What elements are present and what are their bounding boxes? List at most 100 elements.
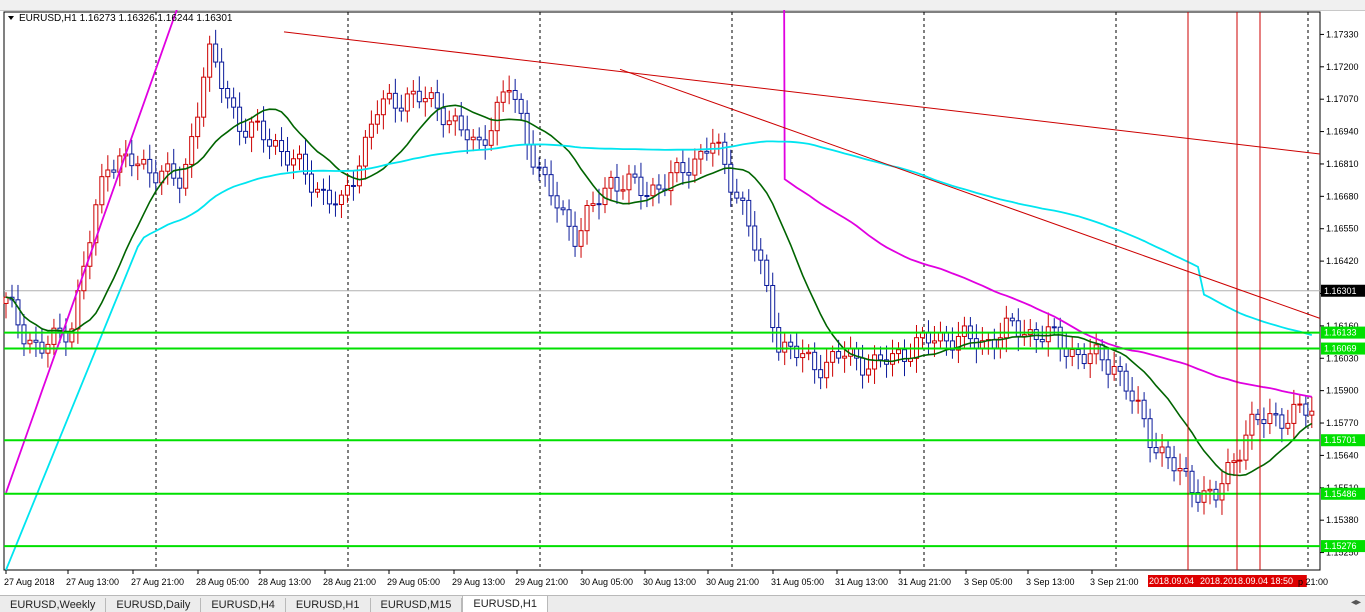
bear-candle: [1195, 492, 1201, 503]
ma-slow-line: [5, 140, 1313, 571]
bear-candle: [1075, 349, 1081, 356]
price-tick-label: 1.16420: [1326, 256, 1359, 266]
bear-candle: [656, 184, 662, 190]
bull-candle: [961, 325, 967, 337]
bull-candle: [207, 43, 213, 78]
bear-candle: [398, 107, 404, 112]
bull-candle: [189, 136, 195, 165]
bull-candle: [1309, 410, 1315, 416]
bear-candle: [261, 120, 267, 141]
bull-candle: [410, 90, 416, 95]
chart-area[interactable]: 1.17330 1.17200 1.17070 1.16940 1.16810 1.166…: [0, 10, 1365, 595]
bear-candle: [476, 136, 482, 141]
level-price-label: 1.16069: [1324, 344, 1357, 354]
bull-candle: [674, 162, 680, 174]
bear-candle: [1261, 419, 1267, 425]
bear-candle: [524, 112, 530, 146]
bear-candle: [638, 176, 644, 197]
bull-candle: [374, 114, 380, 125]
level-price-label: 1.15701: [1324, 435, 1357, 445]
bull-candle: [872, 354, 878, 370]
bear-candle: [788, 341, 794, 347]
bear-candle: [111, 169, 117, 173]
scroll-arrows-icon[interactable]: ◂▸: [1350, 597, 1361, 608]
tab-eurusd-h1[interactable]: EURUSD,H1: [286, 598, 371, 612]
symbol-ohlc-header: EURUSD,H1 1.16273 1.16326 1.16244 1.1630…: [19, 13, 233, 24]
bear-candle: [285, 151, 291, 166]
price-tick-label: 1.15900: [1326, 386, 1359, 396]
bear-candle: [794, 345, 800, 359]
bear-candle: [1141, 399, 1147, 420]
bull-candle: [1249, 413, 1255, 436]
price-tick-label: 1.16160: [1326, 321, 1359, 331]
bear-candle: [572, 225, 578, 247]
price-chart[interactable]: 1.17330 1.17200 1.17070 1.16940 1.16810 1.166…: [0, 10, 1365, 595]
bear-candle: [320, 188, 326, 191]
bear-candle: [1279, 414, 1285, 429]
bull-candle: [584, 204, 590, 232]
price-tick-label: 1.17200: [1326, 62, 1359, 72]
bull-candle: [494, 101, 500, 132]
bear-candle: [878, 354, 884, 361]
bear-candle: [614, 176, 620, 192]
level-price-tag: [1321, 342, 1365, 355]
time-axis-label: 28 Aug 13:00: [258, 577, 311, 587]
bear-candle: [1117, 365, 1123, 372]
bull-candle: [937, 332, 943, 342]
bear-candle: [416, 90, 422, 103]
current-price-tag: [1321, 284, 1365, 297]
bull-candle: [626, 173, 632, 191]
bear-candle: [548, 174, 554, 197]
bull-candle: [716, 141, 722, 144]
time-axis-label: 29 Aug 21:00: [515, 577, 568, 587]
time-axis-label: 30 Aug 13:00: [643, 577, 696, 587]
trendline-lower: [619, 68, 1321, 319]
bear-candle: [752, 225, 758, 251]
tab-eurusd-weekly[interactable]: EURUSD,Weekly: [0, 598, 107, 612]
bull-candle: [249, 121, 255, 138]
bull-candle: [800, 353, 806, 359]
bull-candle: [1219, 483, 1225, 501]
bull-candle: [824, 361, 830, 379]
bull-candle: [297, 153, 303, 160]
bull-candle: [782, 341, 788, 353]
time-axis-label: 3 Sep 13:00: [1026, 577, 1075, 587]
tab-eurusd-h1-active[interactable]: EURUSD,H1: [462, 596, 548, 612]
bull-candle: [1045, 326, 1051, 343]
tab-eurusd-m15[interactable]: EURUSD,M15: [371, 598, 463, 612]
bull-candle: [1177, 468, 1183, 472]
bull-candle: [165, 163, 171, 172]
bull-candle: [291, 158, 297, 166]
bear-candle: [560, 207, 566, 211]
bear-candle: [1189, 470, 1195, 494]
bear-candle: [1147, 418, 1153, 449]
bear-candle: [303, 153, 308, 175]
time-axis-label: 28 Aug 05:00: [196, 577, 249, 587]
bear-candle: [680, 162, 686, 174]
bear-candle: [746, 199, 752, 227]
bull-candle: [314, 188, 320, 193]
triangle-down-icon[interactable]: [8, 16, 14, 20]
bear-candle: [758, 249, 764, 261]
bull-candle: [896, 349, 902, 355]
tab-eurusd-daily[interactable]: EURUSD,Daily: [106, 598, 202, 612]
bear-candle: [153, 172, 159, 184]
bear-candle: [482, 139, 488, 146]
bull-candle: [380, 98, 386, 116]
bull-candle: [1267, 413, 1273, 425]
bull-candle: [141, 158, 147, 165]
bear-candle: [860, 357, 866, 376]
bear-candle: [1105, 359, 1111, 375]
bear-candle: [902, 349, 907, 362]
bull-candle: [452, 115, 458, 122]
bear-candle: [326, 189, 332, 205]
bull-candle: [1231, 460, 1237, 464]
bull-candle: [368, 123, 374, 138]
level-price-tag: [1321, 326, 1365, 339]
bull-candle: [1111, 365, 1117, 375]
bear-candle: [836, 351, 842, 359]
bull-candle: [590, 203, 596, 206]
bear-candle: [728, 163, 734, 193]
tab-eurusd-h4[interactable]: EURUSD,H4: [201, 598, 286, 612]
bear-candle: [536, 166, 542, 169]
